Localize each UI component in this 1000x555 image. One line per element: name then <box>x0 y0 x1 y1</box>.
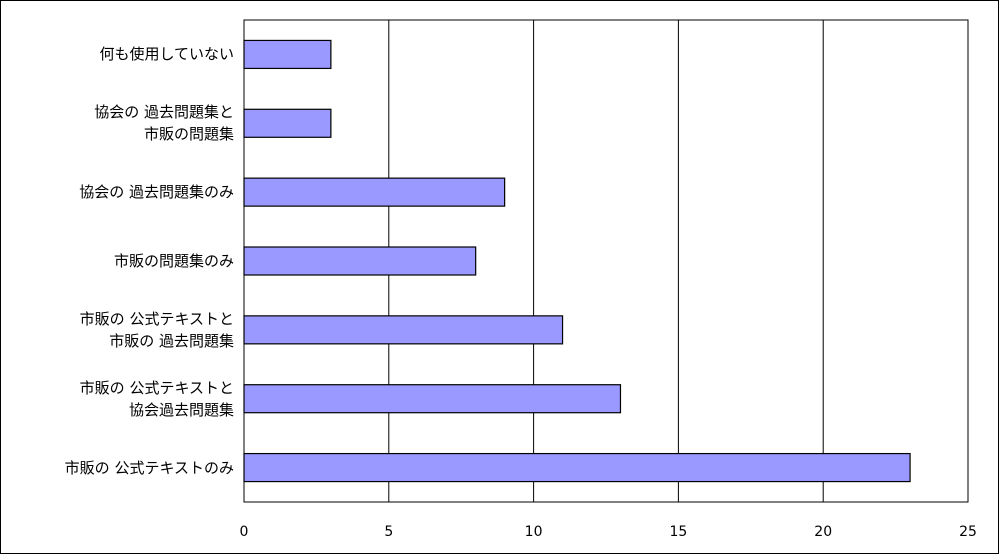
y-tick-label: 市販の問題集のみ <box>113 252 234 270</box>
x-tick-label: 25 <box>959 524 977 540</box>
bar <box>243 246 477 276</box>
y-tick-label: 市販の 公式テキストと 協会過去問題集 <box>79 378 234 419</box>
y-tick-label: 市販の 公式テキストのみ <box>64 458 234 477</box>
y-tick-label: 何も使用していない <box>99 45 234 64</box>
x-tick-label: 0 <box>240 524 249 540</box>
x-tick-label: 10 <box>525 524 543 540</box>
bar <box>243 108 332 138</box>
bar <box>243 177 506 207</box>
y-tick-label: 協会の 過去問題集と 市販の問題集 <box>94 103 234 144</box>
x-tick-label: 15 <box>669 524 687 540</box>
y-tick-label: 協会の 過去問題集のみ <box>79 183 234 202</box>
bar <box>243 315 564 345</box>
bar <box>243 384 622 414</box>
y-tick-label: 市販の 公式テキストと 市販の 過去問題集 <box>79 309 234 350</box>
x-tick-label: 20 <box>814 524 832 540</box>
x-tick-label: 5 <box>384 524 393 540</box>
bar <box>243 39 332 70</box>
bar <box>243 452 911 483</box>
